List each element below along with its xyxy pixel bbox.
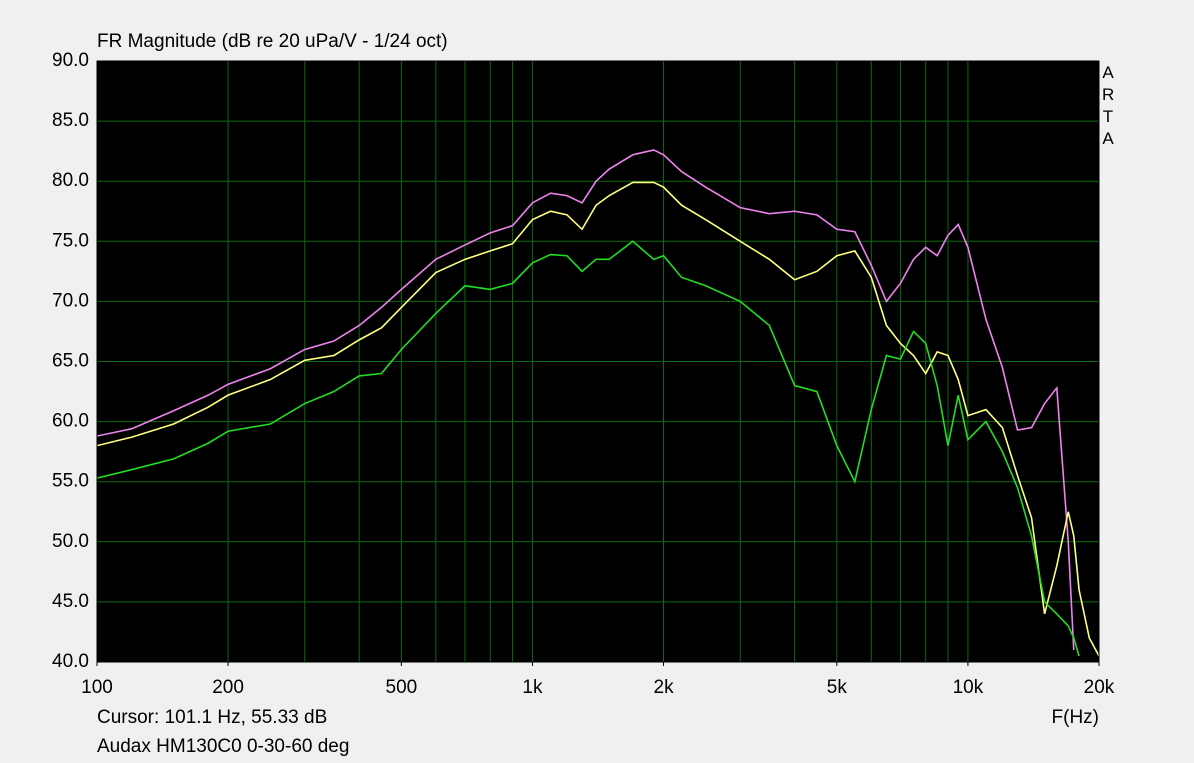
x-tick-label: 10k <box>953 677 984 698</box>
series-line <box>97 240 1080 657</box>
x-axis-label: F(Hz) <box>1052 707 1099 728</box>
y-tick-label: 45.0 <box>52 591 89 612</box>
y-tick-label: 85.0 <box>52 110 89 131</box>
caption: Audax HM130C0 0-30-60 deg <box>97 736 349 757</box>
x-tick-label: 500 <box>386 677 418 698</box>
plot-border <box>96 60 1100 663</box>
series-line <box>97 149 1075 651</box>
side-label: ARTA <box>1102 63 1115 148</box>
y-tick-label: 55.0 <box>52 471 89 492</box>
y-tick-label: 40.0 <box>52 651 89 672</box>
y-tick-label: 70.0 <box>52 290 89 311</box>
x-tick-label: 2k <box>654 677 675 698</box>
y-tick-label: 60.0 <box>52 411 89 432</box>
x-tick-label: 20k <box>1084 677 1115 698</box>
y-tick-label: 50.0 <box>52 531 89 552</box>
y-tick-label: 90.0 <box>52 50 89 71</box>
x-tick-label: 1k <box>522 677 543 698</box>
chart-title: FR Magnitude (dB re 20 uPa/V - 1/24 oct) <box>97 31 448 52</box>
series-line <box>97 181 1099 657</box>
x-tick-label: 200 <box>212 677 244 698</box>
cursor-readout: Cursor: 101.1 Hz, 55.33 dB <box>97 707 327 728</box>
y-tick-label: 80.0 <box>52 170 89 191</box>
x-tick-label: 5k <box>827 677 848 698</box>
y-tick-label: 65.0 <box>52 351 89 372</box>
y-tick-label: 75.0 <box>52 230 89 251</box>
x-tick-label: 100 <box>81 677 113 698</box>
